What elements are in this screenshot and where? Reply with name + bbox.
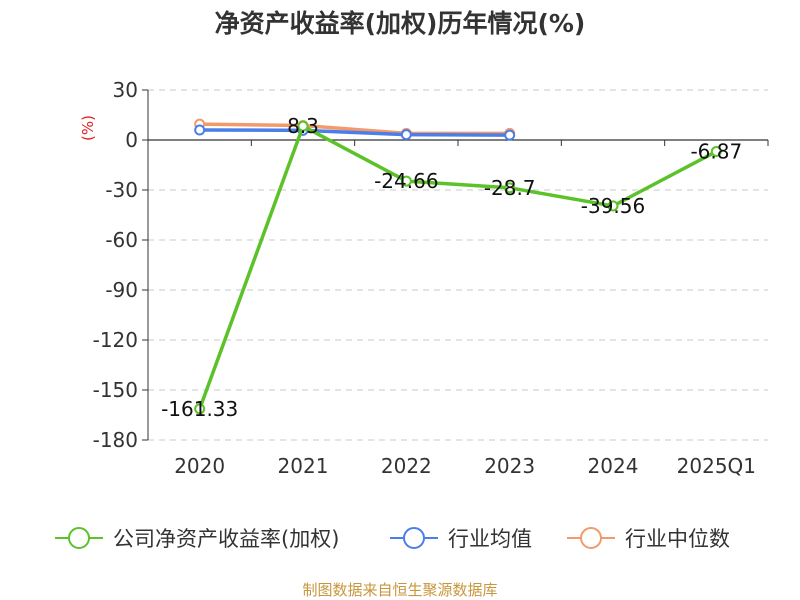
data-label: -6.87 (690, 139, 742, 163)
data-label: 8.3 (287, 114, 319, 138)
x-tick-label: 2025Q1 (677, 454, 756, 478)
series-layer (194, 118, 722, 415)
data-point (400, 129, 412, 141)
y-tick-label: -60 (105, 228, 138, 252)
y-tick-label: -120 (93, 328, 138, 352)
data-point (297, 120, 309, 132)
y-tick-label: -30 (105, 178, 138, 202)
data-point (607, 200, 619, 212)
series-line (199, 128, 510, 137)
y-tick-label: -90 (105, 278, 138, 302)
data-point (194, 124, 206, 136)
x-tick-label: 2023 (484, 454, 535, 478)
y-unit-label: (%) (79, 115, 97, 141)
data-labels: -161.33 8.3 -24.66 -28.7 -39.56 -6.87 (161, 114, 742, 421)
data-label: -28.7 (484, 176, 536, 200)
legend-label: 行业均值 (448, 527, 532, 551)
data-point (710, 145, 722, 157)
legend-marker (580, 527, 602, 549)
data-label: -24.66 (374, 169, 438, 193)
legend-label: 行业中位数 (625, 527, 730, 551)
legend-marker (403, 527, 425, 549)
y-tick-label: 30 (113, 78, 138, 102)
legend-label: 公司净资产收益率(加权) (113, 527, 339, 551)
x-tick-label: 2022 (381, 454, 432, 478)
legend-marker (68, 527, 90, 549)
x-tick-label: 2024 (588, 454, 639, 478)
y-axis-ticks: 30 0 -30 -60 -90 -120 -150 -180 (93, 78, 148, 452)
legend: 公司净资产收益率(加权) 行业均值 行业中位数 (55, 527, 730, 551)
data-point (194, 403, 206, 415)
source-note: 制图数据来自恒生聚源数据库 (302, 581, 497, 599)
grid (148, 89, 768, 441)
data-label: -161.33 (161, 397, 238, 421)
data-point (504, 129, 516, 141)
x-axis-ticks: 2020 2021 2022 2023 2024 2025Q1 (147, 140, 769, 478)
data-label: -39.56 (581, 194, 645, 218)
data-point (400, 175, 412, 187)
data-point (504, 182, 516, 194)
series-line (198, 124, 718, 410)
x-tick-label: 2021 (278, 454, 329, 478)
y-tick-label: -150 (93, 378, 138, 402)
chart-title: 净资产收益率(加权)历年情况(%) (215, 9, 586, 38)
y-tick-label: -180 (93, 428, 138, 452)
y-tick-label: 0 (125, 128, 138, 152)
x-tick-label: 2020 (174, 454, 225, 478)
